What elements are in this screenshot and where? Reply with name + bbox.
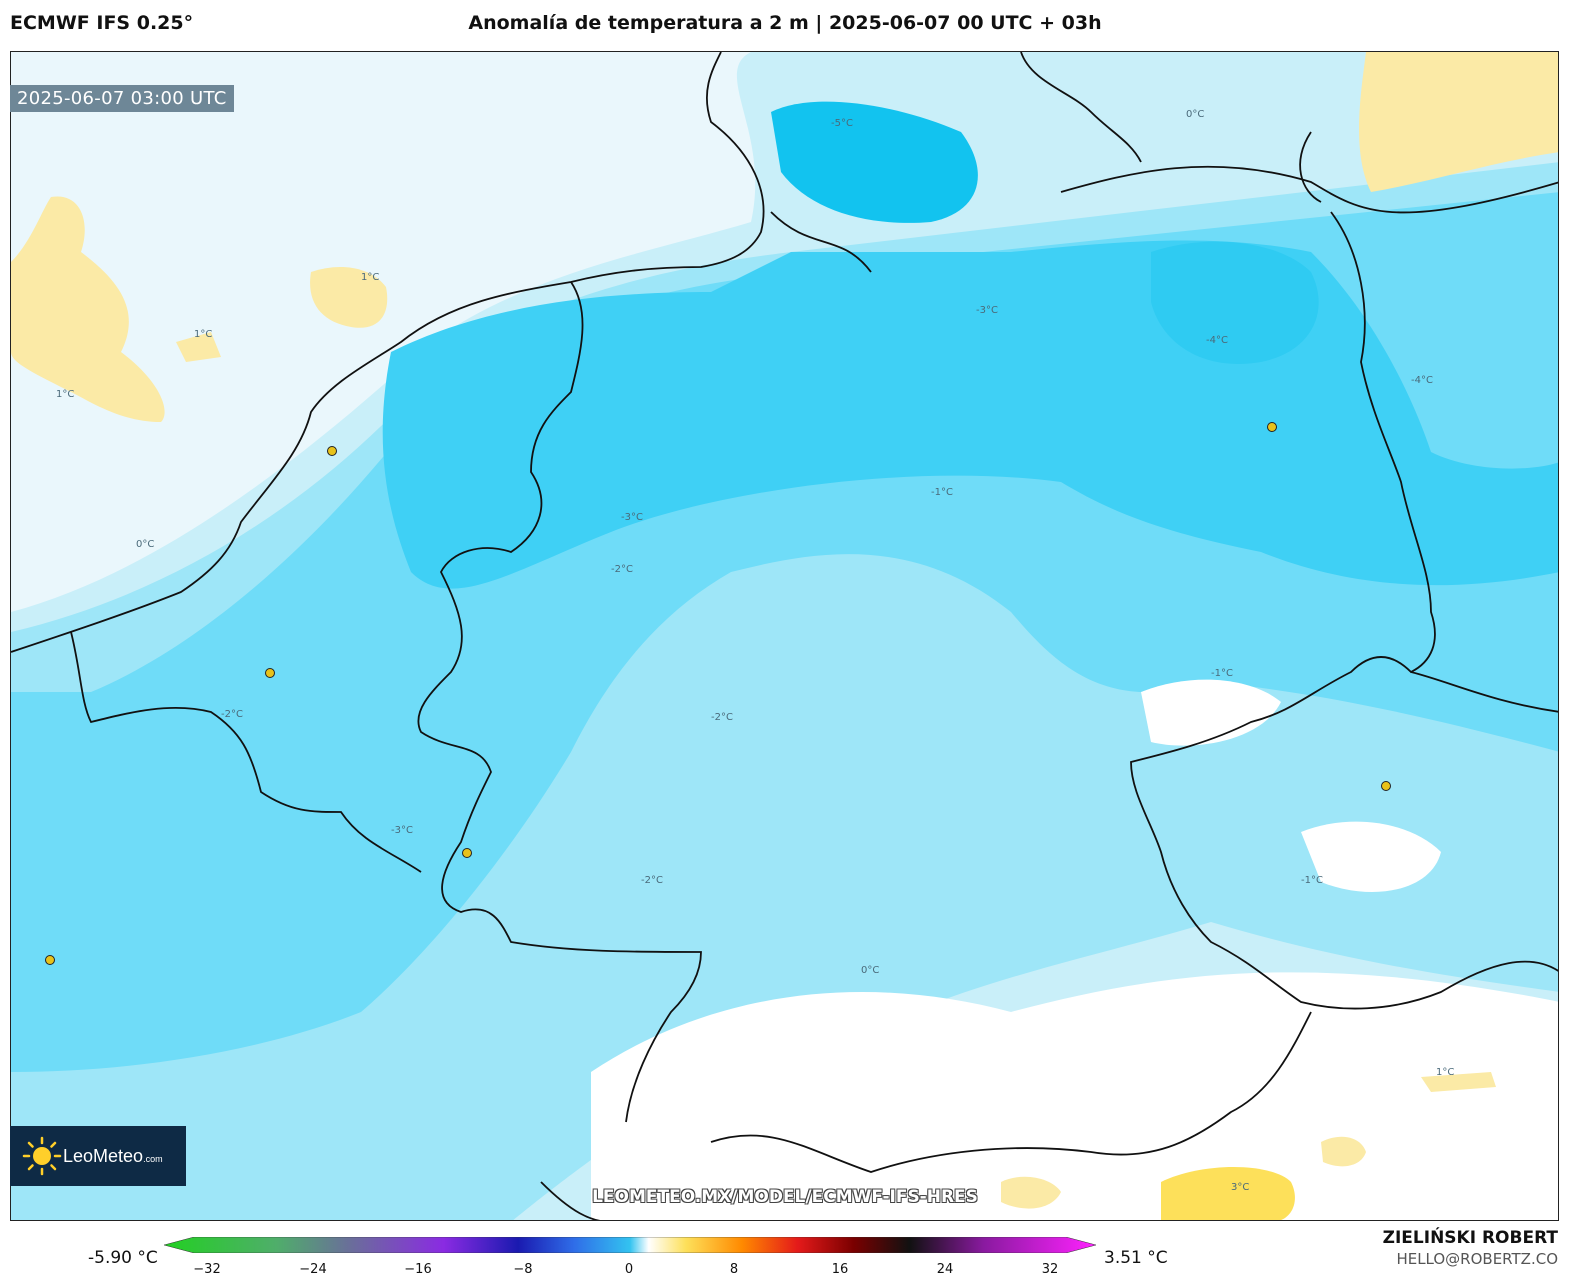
logo-name: LeoMeteo — [63, 1146, 144, 1166]
contour-label: -4°C — [1206, 335, 1228, 346]
colorbar-tick: 16 — [831, 1262, 849, 1277]
logo-wordmark: LeoMeteo.com — [63, 1146, 163, 1167]
city-marker[interactable] — [45, 955, 55, 965]
city-marker[interactable] — [265, 668, 275, 678]
contour-label: 0°C — [136, 539, 155, 550]
colorbar-tick: 32 — [1041, 1262, 1059, 1277]
contour-label: 1°C — [194, 329, 213, 340]
author-credit: ZIELIŃSKI ROBERT HELLO@ROBERTZ.CO — [1383, 1228, 1558, 1268]
contour-label: 1°C — [361, 272, 380, 283]
logo-suffix: .com — [143, 1154, 163, 1164]
valid-time-badge: 2025-06-07 03:00 UTC — [10, 85, 234, 112]
contour-label: 0°C — [1186, 109, 1205, 120]
map-area[interactable]: -5°C -4°C -4°C -3°C -3°C -3°C -2°C -2°C … — [10, 51, 1559, 1221]
contour-label: 1°C — [1436, 1067, 1455, 1078]
contour-label: -4°C — [1411, 375, 1433, 386]
source-watermark: LEOMETEO.MX/MODEL/ECMWF-IFS-HRES — [592, 1187, 978, 1207]
colorbar-tick: −24 — [299, 1262, 327, 1277]
city-marker[interactable] — [1381, 781, 1391, 791]
colorbar-tick: 0 — [624, 1262, 634, 1277]
contour-label: -3°C — [391, 825, 413, 836]
city-marker[interactable] — [1267, 422, 1277, 432]
colorbar-max-label: 3.51 °C — [1104, 1248, 1168, 1268]
contour-label: -1°C — [1301, 875, 1323, 886]
contour-label: 1°C — [56, 389, 75, 400]
model-name: ECMWF IFS 0.25° — [10, 12, 194, 34]
contour-label: -1°C — [931, 487, 953, 498]
city-marker[interactable] — [327, 446, 337, 456]
contour-label: -3°C — [976, 305, 998, 316]
author-name: ZIELIŃSKI ROBERT — [1382, 1228, 1558, 1248]
colorbar-min-label: -5.90 °C — [88, 1248, 158, 1268]
contour-label: 3°C — [1231, 1182, 1250, 1193]
contour-label: -2°C — [711, 712, 733, 723]
colorbar — [164, 1237, 1096, 1253]
contour-label: 0°C — [861, 965, 880, 976]
contour-label: -2°C — [611, 564, 633, 575]
sun-icon — [22, 1136, 62, 1176]
contour-label: -3°C — [621, 512, 643, 523]
leometeo-logo[interactable]: LeoMeteo.com — [10, 1126, 186, 1186]
colorbar-tick: −32 — [193, 1262, 221, 1277]
contour-label: -1°C — [1211, 668, 1233, 679]
contour-label: -2°C — [641, 875, 663, 886]
contour-label: -2°C — [221, 709, 243, 720]
temperature-anomaly-field — [11, 52, 1558, 1220]
map-title: Anomalía de temperatura a 2 m | 2025-06-… — [468, 12, 1102, 34]
colorbar-tick: −16 — [404, 1262, 432, 1277]
author-email[interactable]: HELLO@ROBERTZ.CO — [1396, 1250, 1558, 1268]
colorbar-tick: −8 — [513, 1262, 533, 1277]
contour-label: -5°C — [831, 118, 853, 129]
city-marker[interactable] — [462, 848, 472, 858]
colorbar-tick: 24 — [936, 1262, 954, 1277]
colorbar-tick: 8 — [729, 1262, 739, 1277]
